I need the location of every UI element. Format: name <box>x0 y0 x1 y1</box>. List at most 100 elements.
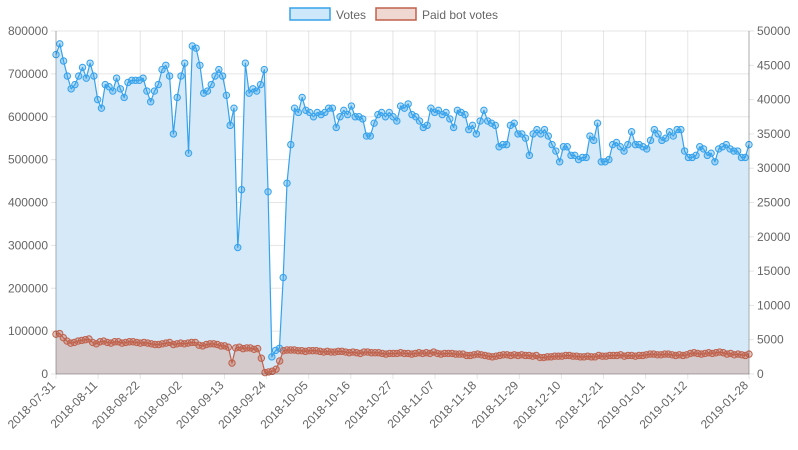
votes-point <box>116 85 125 93</box>
legend-label: Votes <box>336 8 366 22</box>
y-right-tick-label: 30000 <box>757 161 791 175</box>
votes-point <box>495 143 503 151</box>
votes-point <box>639 143 647 151</box>
y-left-tick-label: 500000 <box>8 153 48 167</box>
votes-point <box>408 110 416 119</box>
votes-point <box>328 104 337 112</box>
votes-point <box>582 153 590 162</box>
votes-point <box>271 346 280 355</box>
votes-point <box>555 158 564 166</box>
y-right-tick-label: 0 <box>757 367 764 381</box>
votes-point <box>627 128 636 136</box>
votes-point <box>146 98 155 106</box>
votes-point <box>673 125 681 134</box>
y-right-tick-label: 35000 <box>757 127 791 141</box>
votes-point <box>590 136 598 145</box>
votes-point <box>733 147 742 155</box>
votes-point <box>75 72 83 80</box>
votes-point <box>230 104 238 112</box>
legend-item-votes: Votes <box>289 7 366 22</box>
votes-point <box>688 153 696 162</box>
votes-point <box>362 132 371 140</box>
legend-swatch <box>375 7 417 21</box>
votes-point <box>404 100 412 108</box>
votes-point <box>109 87 117 95</box>
votes-point <box>97 104 106 112</box>
votes-line <box>55 43 750 358</box>
votes-point <box>578 153 587 162</box>
votes-point <box>521 134 530 142</box>
votes-point <box>449 123 458 132</box>
votes-point <box>430 108 439 117</box>
votes-point <box>696 143 704 151</box>
y-right-tick-label: 10000 <box>757 298 791 312</box>
votes-point <box>128 76 136 85</box>
votes-point <box>135 76 144 85</box>
votes-point <box>635 140 643 149</box>
paid-bot-votes-point <box>63 337 71 345</box>
votes-point <box>559 143 568 151</box>
votes-point <box>256 80 265 89</box>
votes-point <box>703 151 712 160</box>
votes-point <box>366 132 375 140</box>
votes-point <box>154 80 162 89</box>
votes-point <box>472 130 481 138</box>
votes-point <box>124 78 132 87</box>
votes-point <box>730 147 738 155</box>
y-left-tick-label: 400000 <box>8 196 48 210</box>
votes-point <box>374 110 382 119</box>
paid-bot-votes-point <box>268 367 277 375</box>
votes-point <box>177 72 185 80</box>
y-right-tick-label: 25000 <box>757 196 791 210</box>
votes-point <box>359 115 367 123</box>
votes-point <box>707 149 715 157</box>
y-right-tick-label: 40000 <box>757 93 791 107</box>
votes-point <box>260 65 268 74</box>
paid-bot-votes-point <box>275 357 284 365</box>
y-right-tick-label: 50000 <box>757 24 791 38</box>
votes-point <box>680 147 689 155</box>
votes-point <box>143 87 151 95</box>
votes-point <box>631 140 640 149</box>
votes-point <box>677 125 685 134</box>
y-right-tick-label: 20000 <box>757 230 791 244</box>
votes-point <box>658 136 666 145</box>
votes-point <box>548 140 556 149</box>
paid-bot-votes-point <box>532 351 541 360</box>
votes-point <box>283 179 291 187</box>
y-right-tick-label: 5000 <box>757 333 784 347</box>
legend: Votes Paid bot votes <box>289 7 498 22</box>
votes-point <box>207 80 215 89</box>
votes-point <box>199 89 208 97</box>
votes-point <box>52 50 60 59</box>
votes-point <box>510 119 518 127</box>
votes-point <box>476 117 484 125</box>
y-left-tick-label: 600000 <box>8 110 48 124</box>
series-lines <box>55 43 750 374</box>
votes-point <box>78 63 87 72</box>
paid-bot-votes-line <box>55 332 750 374</box>
series-points <box>52 40 753 377</box>
votes-point <box>203 87 212 95</box>
votes-point <box>93 95 102 104</box>
y-right-tick-label: 15000 <box>757 264 791 278</box>
votes-point <box>684 153 693 162</box>
votes-point <box>173 93 181 102</box>
paid-bot-votes-point <box>272 365 280 373</box>
votes-point <box>192 44 200 52</box>
legend-swatch <box>289 7 331 21</box>
votes-point <box>370 119 378 127</box>
votes-point <box>468 121 477 130</box>
votes-point <box>669 132 677 140</box>
votes-point <box>491 121 499 130</box>
votes-point <box>302 106 310 115</box>
votes-point <box>150 87 159 95</box>
votes-point <box>597 158 606 166</box>
votes-point <box>101 80 109 89</box>
votes-point <box>120 93 128 102</box>
votes-point <box>264 188 272 196</box>
votes-point <box>215 65 223 74</box>
y-left-tick-label: 200000 <box>8 281 48 295</box>
votes-point <box>499 140 507 149</box>
votes-point <box>661 134 670 142</box>
